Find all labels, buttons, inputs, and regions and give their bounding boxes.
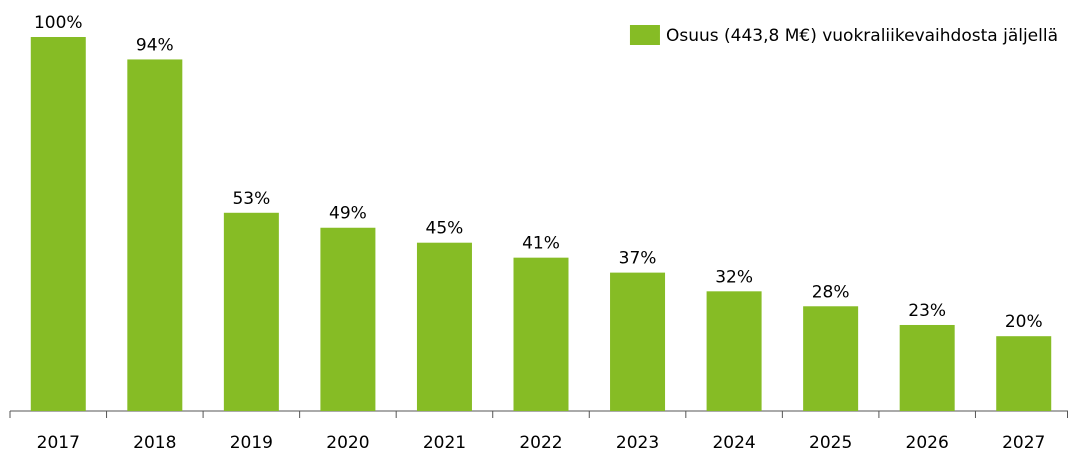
x-tick-label: 2018 bbox=[133, 433, 176, 453]
bar bbox=[416, 242, 472, 411]
data-label: 53% bbox=[232, 189, 270, 209]
bar bbox=[803, 306, 859, 411]
data-label: 94% bbox=[136, 35, 174, 55]
data-label: 100% bbox=[34, 13, 83, 33]
data-label: 23% bbox=[908, 301, 946, 321]
bar bbox=[127, 59, 183, 411]
x-tick-label: 2027 bbox=[1002, 433, 1045, 453]
bar bbox=[513, 257, 569, 411]
data-label: 41% bbox=[522, 234, 560, 254]
bar bbox=[996, 336, 1052, 411]
x-tick-label: 2026 bbox=[906, 433, 949, 453]
legend-label: Osuus (443,8 M€) vuokraliikevaihdosta jä… bbox=[666, 26, 1058, 46]
x-tick-label: 2024 bbox=[712, 433, 755, 453]
x-tick-label: 2022 bbox=[519, 433, 562, 453]
data-label: 49% bbox=[329, 204, 367, 224]
x-tick-label: 2025 bbox=[809, 433, 852, 453]
bar bbox=[30, 37, 86, 411]
x-tick-label: 2020 bbox=[326, 433, 369, 453]
bar bbox=[320, 227, 376, 411]
data-label: 45% bbox=[426, 219, 464, 239]
bar bbox=[610, 272, 666, 411]
x-tick-label: 2023 bbox=[616, 433, 659, 453]
x-tick-label: 2021 bbox=[423, 433, 466, 453]
legend-swatch bbox=[629, 25, 660, 45]
data-label: 37% bbox=[619, 249, 657, 269]
bar bbox=[899, 324, 955, 411]
data-label: 20% bbox=[1005, 312, 1043, 332]
data-label: 28% bbox=[812, 282, 850, 302]
x-tick-label: 2017 bbox=[37, 433, 80, 453]
x-tick-label: 2019 bbox=[230, 433, 273, 453]
data-label: 32% bbox=[715, 267, 753, 287]
bar bbox=[706, 291, 762, 411]
bar bbox=[223, 212, 279, 411]
